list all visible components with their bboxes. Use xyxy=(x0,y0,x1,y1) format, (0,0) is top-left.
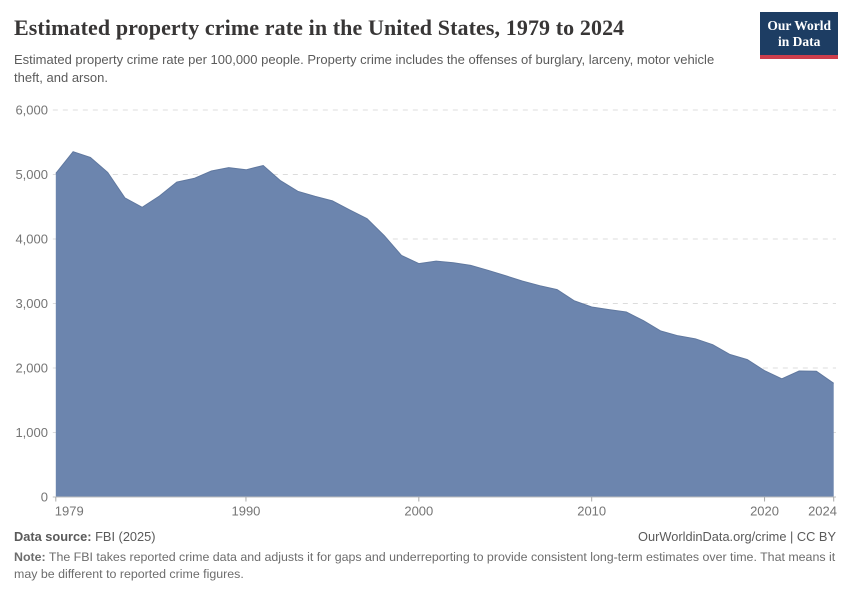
y-axis-tick-label: 5,000 xyxy=(15,167,48,182)
owid-logo[interactable]: Our World in Data xyxy=(760,12,838,59)
y-axis-tick-label: 0 xyxy=(41,490,48,505)
y-axis-tick-label: 4,000 xyxy=(15,232,48,247)
y-axis-tick-label: 1,000 xyxy=(15,425,48,440)
owid-logo-line2: in Data xyxy=(777,34,821,50)
chart-note-value: The FBI takes reported crime data and ad… xyxy=(14,550,836,582)
x-axis-tick-label: 1979 xyxy=(55,504,84,519)
x-axis-tick-label: 2024 xyxy=(808,504,837,519)
x-axis-tick-label: 2010 xyxy=(577,504,606,519)
x-axis-tick-label: 2020 xyxy=(750,504,779,519)
y-axis-tick-label: 3,000 xyxy=(15,296,48,311)
data-source-value[interactable]: FBI (2025) xyxy=(95,529,156,544)
owid-logo-line1: Our World xyxy=(767,18,831,33)
x-axis-tick-label: 1990 xyxy=(231,504,260,519)
y-axis-tick-label: 6,000 xyxy=(15,103,48,118)
y-axis-tick-label: 2,000 xyxy=(15,361,48,376)
page-subtitle: Estimated property crime rate per 100,00… xyxy=(14,52,715,86)
area-series-property-crime-rate[interactable] xyxy=(55,151,834,497)
series-line xyxy=(55,151,834,384)
chart-note: Note: The FBI takes reported crime data … xyxy=(14,549,836,584)
data-source-label: Data source: xyxy=(14,529,92,544)
owid-link[interactable]: OurWorldinData.org/crime | CC BY xyxy=(638,529,836,544)
chart-footer: Data source: FBI (2025) OurWorldinData.o… xyxy=(14,529,836,584)
chart-note-label: Note: xyxy=(14,550,46,564)
data-source: Data source: FBI (2025) xyxy=(14,529,156,544)
page-title: Estimated property crime rate in the Uni… xyxy=(14,15,625,40)
x-axis-tick-label: 2000 xyxy=(404,504,433,519)
